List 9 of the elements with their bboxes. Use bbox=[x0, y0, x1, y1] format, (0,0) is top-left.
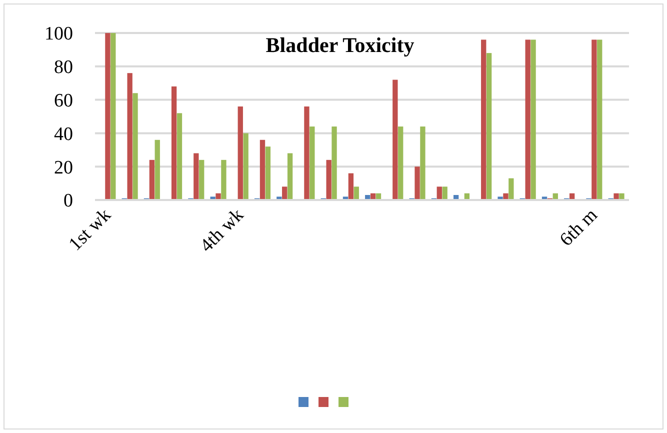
y-tick-label: 100 bbox=[44, 24, 73, 45]
y-tick-label: 40 bbox=[54, 124, 73, 145]
x-tick-label: 4th wk bbox=[196, 204, 248, 256]
y-tick-label: 60 bbox=[54, 90, 73, 112]
y-tick-label: 80 bbox=[54, 57, 73, 78]
y-tick-label: 20 bbox=[54, 157, 73, 178]
chart-title: Bladder Toxicity bbox=[266, 33, 415, 57]
x-tick-label: 6th m bbox=[556, 204, 602, 251]
y-tick-label: 0 bbox=[64, 190, 73, 212]
